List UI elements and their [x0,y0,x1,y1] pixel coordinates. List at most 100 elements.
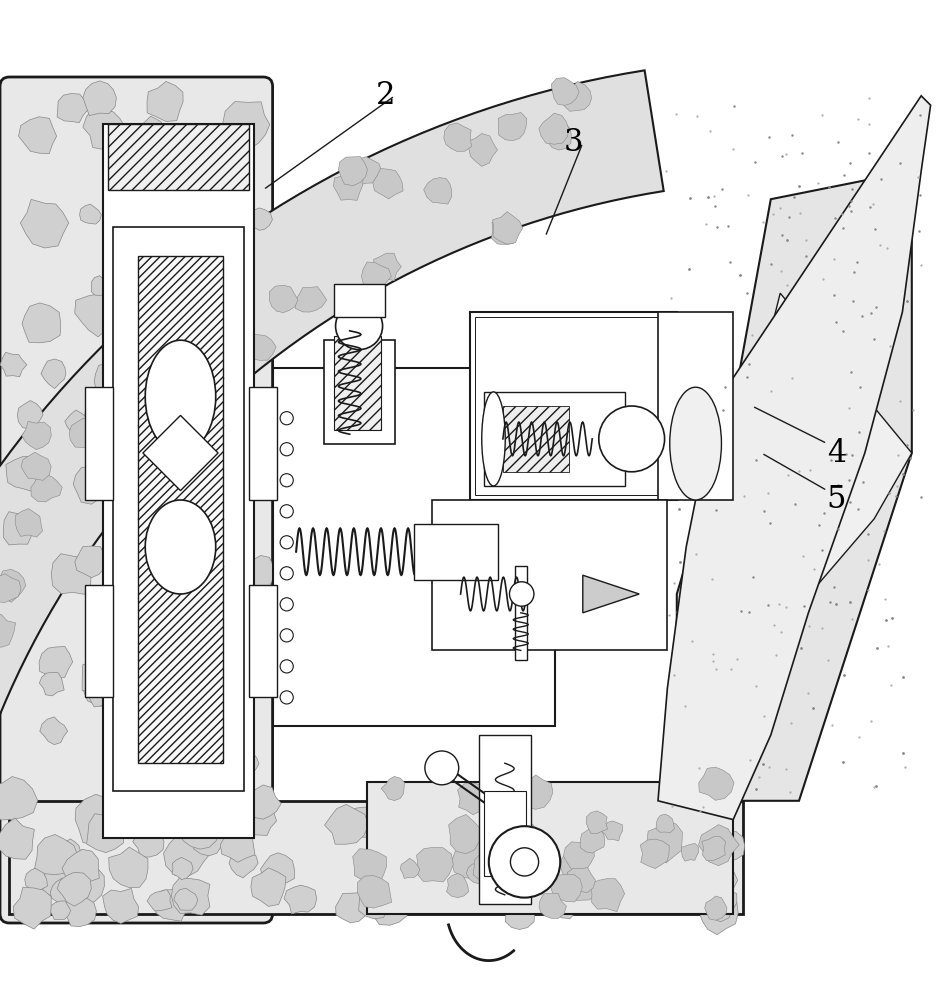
Polygon shape [193,823,227,856]
Polygon shape [487,848,514,874]
Polygon shape [483,797,499,815]
Circle shape [280,505,293,518]
Polygon shape [57,839,80,861]
Polygon shape [424,178,451,204]
Polygon shape [553,845,576,866]
Circle shape [280,629,293,642]
Polygon shape [241,806,276,835]
Polygon shape [183,706,208,728]
Polygon shape [172,857,193,880]
Polygon shape [122,451,151,481]
Polygon shape [228,613,258,642]
Polygon shape [220,829,255,862]
Polygon shape [672,818,708,853]
Polygon shape [506,793,526,810]
Polygon shape [150,322,186,353]
Polygon shape [245,785,281,819]
Polygon shape [42,867,74,899]
Polygon shape [196,605,239,647]
Polygon shape [702,837,726,861]
Polygon shape [83,669,129,710]
Polygon shape [451,844,494,879]
Polygon shape [153,762,176,783]
Polygon shape [130,258,176,307]
Circle shape [599,406,665,472]
Polygon shape [183,280,212,310]
Polygon shape [336,893,368,923]
Polygon shape [212,241,240,272]
Polygon shape [640,839,669,869]
Polygon shape [39,647,72,679]
Circle shape [280,691,293,704]
Polygon shape [359,883,393,919]
Polygon shape [171,877,210,915]
Polygon shape [196,812,218,837]
Polygon shape [52,554,91,594]
Polygon shape [102,793,123,813]
Polygon shape [572,877,597,900]
Polygon shape [39,717,68,745]
Bar [515,566,527,660]
Polygon shape [127,323,166,358]
Bar [113,227,244,791]
Polygon shape [87,420,112,443]
Polygon shape [223,102,270,150]
Polygon shape [542,120,572,150]
Polygon shape [393,831,422,861]
Polygon shape [493,212,523,244]
Polygon shape [201,250,221,272]
Polygon shape [428,879,452,905]
Polygon shape [352,849,386,885]
Polygon shape [703,885,737,922]
Polygon shape [238,753,259,775]
Polygon shape [22,421,52,450]
Polygon shape [631,833,660,863]
Polygon shape [467,134,497,166]
Polygon shape [246,334,276,360]
Polygon shape [373,169,403,199]
Bar [85,585,113,697]
Polygon shape [238,400,265,425]
Polygon shape [126,250,156,281]
Polygon shape [73,465,111,504]
Circle shape [509,582,534,606]
Polygon shape [24,868,47,892]
Polygon shape [148,890,172,911]
Polygon shape [324,804,368,844]
Polygon shape [237,334,258,357]
Polygon shape [505,897,535,929]
Polygon shape [204,715,229,742]
Polygon shape [172,562,196,588]
Circle shape [280,412,293,425]
Polygon shape [562,81,591,111]
Polygon shape [0,352,27,377]
Polygon shape [209,637,232,661]
Polygon shape [15,509,42,537]
Polygon shape [67,864,104,906]
Polygon shape [714,124,912,622]
Polygon shape [129,116,171,160]
Bar [9,801,743,914]
Polygon shape [654,876,675,899]
Polygon shape [39,672,64,696]
Polygon shape [62,849,100,888]
Bar [138,256,223,763]
Polygon shape [70,418,99,448]
Polygon shape [170,451,198,478]
Polygon shape [164,610,203,652]
Polygon shape [57,93,88,123]
Bar [503,406,569,472]
Polygon shape [468,875,500,908]
Polygon shape [240,625,280,672]
Polygon shape [80,204,102,224]
Polygon shape [143,441,172,470]
Polygon shape [131,808,160,837]
Polygon shape [651,825,680,857]
Ellipse shape [669,387,722,500]
Polygon shape [193,438,225,469]
Bar [85,387,113,500]
Polygon shape [85,400,113,431]
Polygon shape [612,868,652,909]
Polygon shape [0,569,25,602]
Polygon shape [585,789,610,819]
